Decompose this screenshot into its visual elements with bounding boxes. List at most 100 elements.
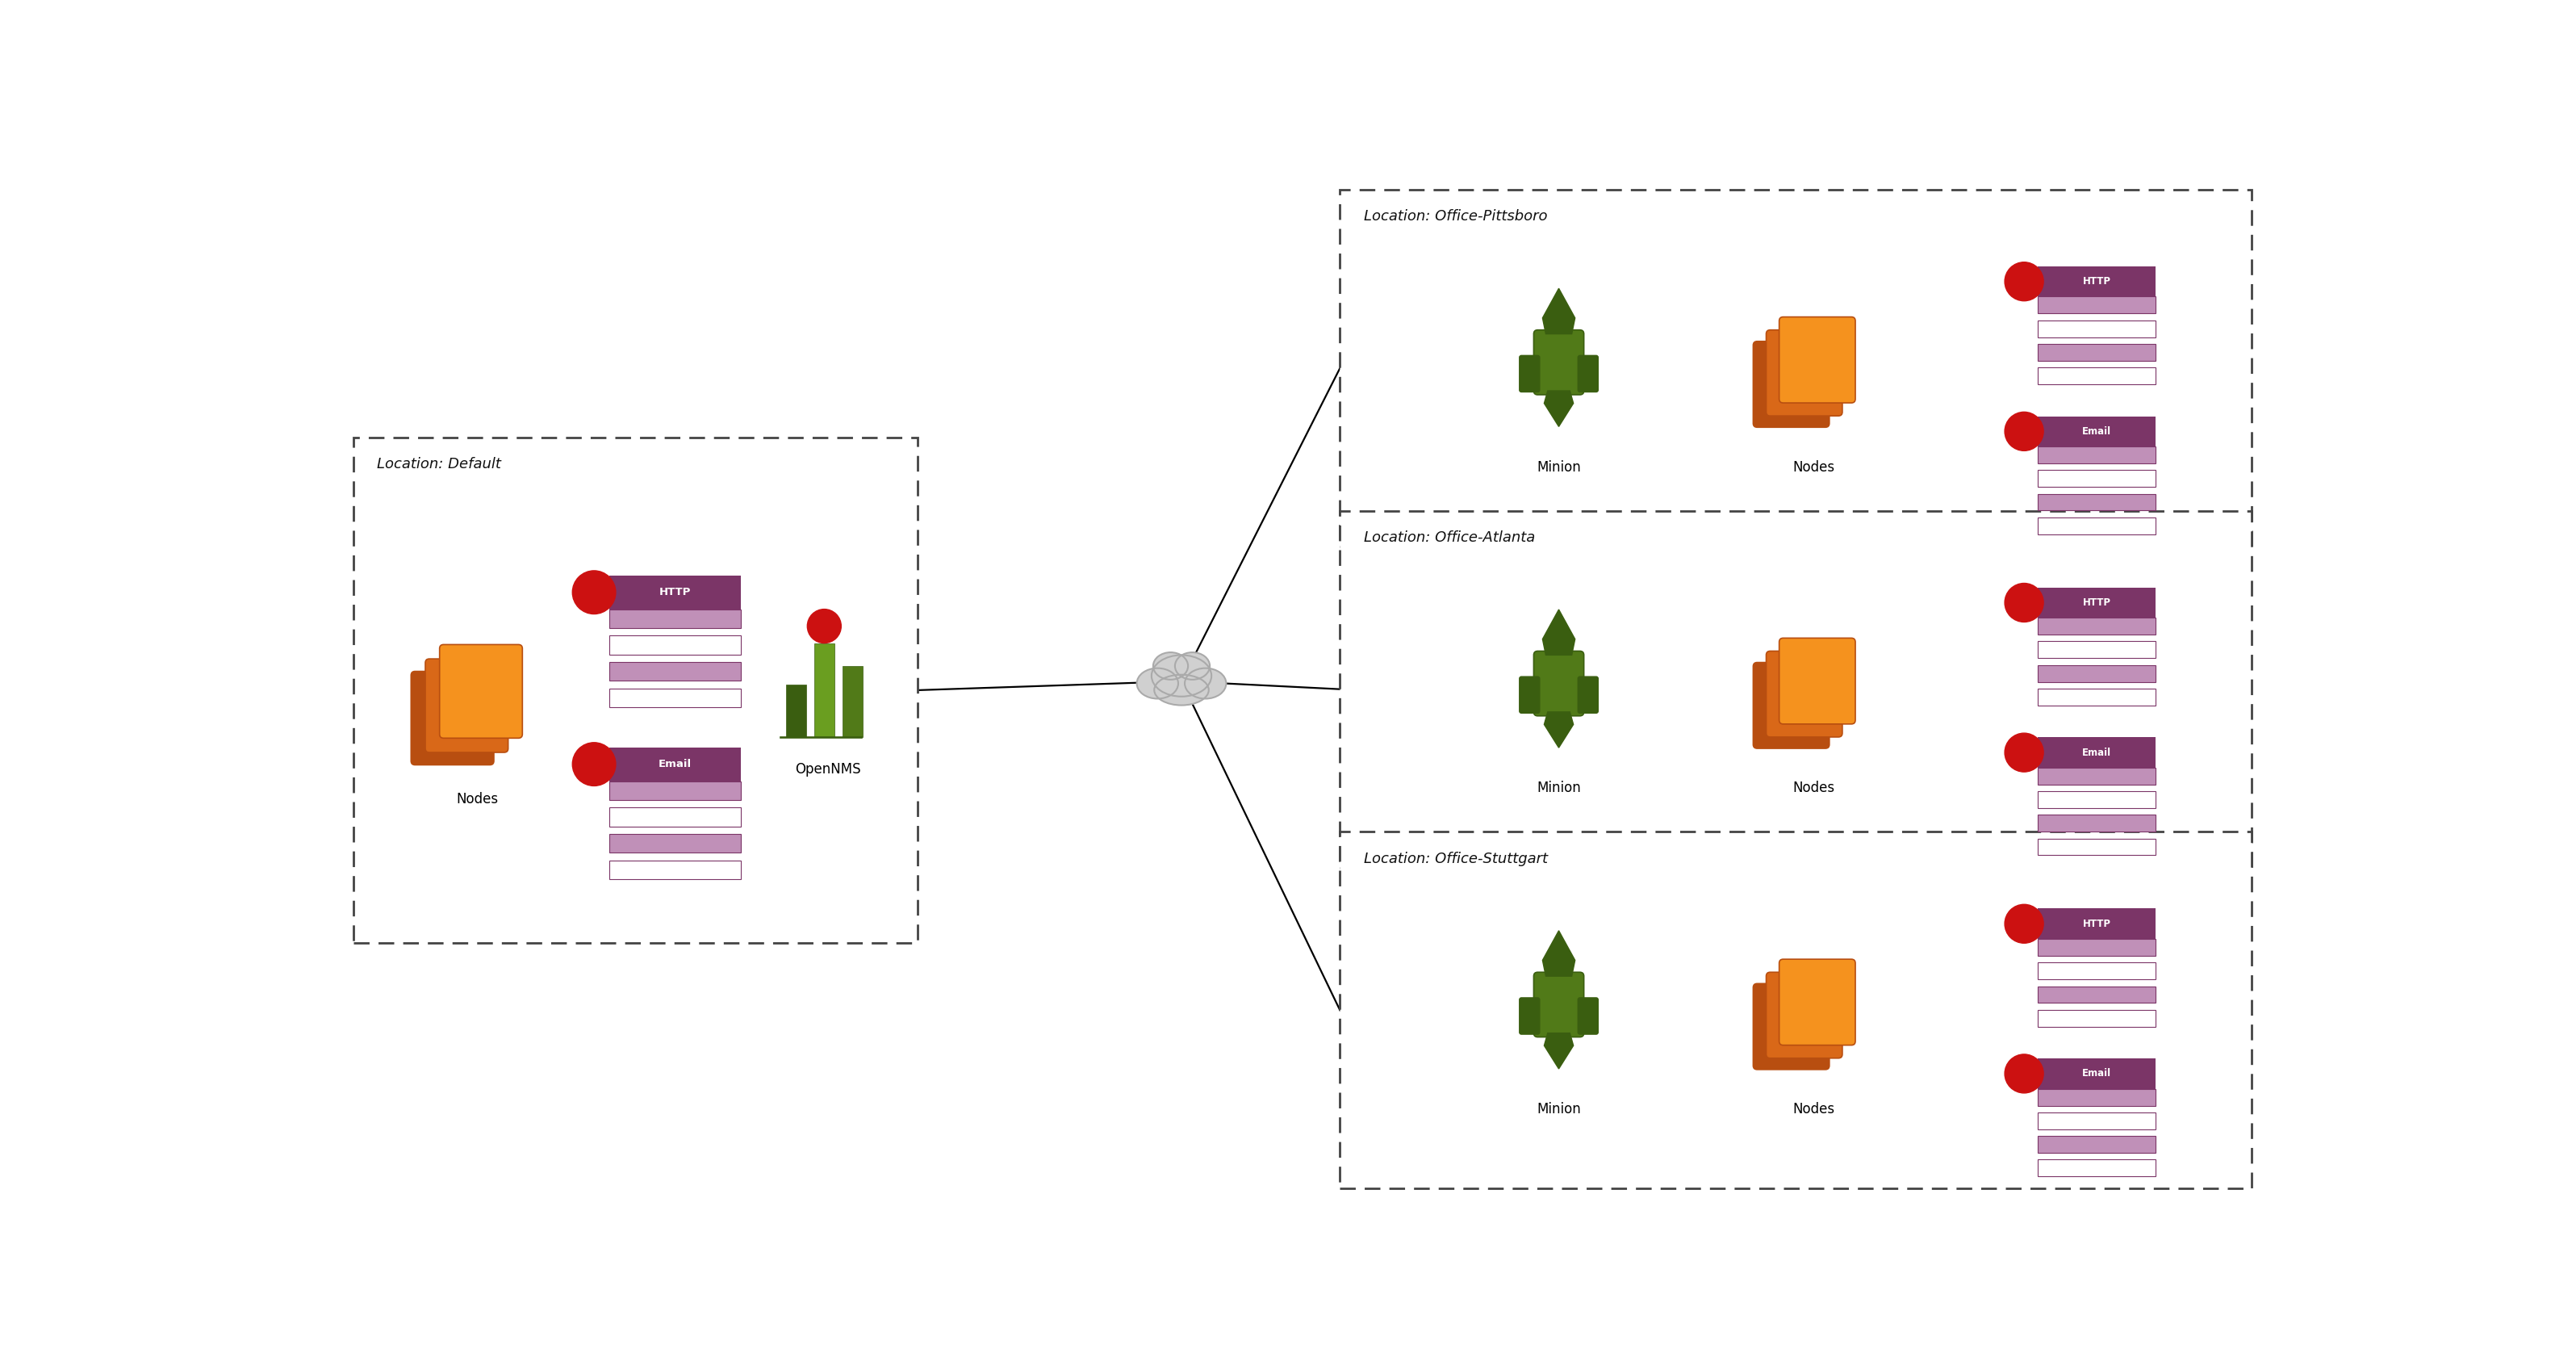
- FancyBboxPatch shape: [425, 658, 507, 753]
- Circle shape: [572, 571, 616, 614]
- Bar: [2038, 792, 2156, 808]
- Circle shape: [2004, 733, 2043, 772]
- Polygon shape: [1543, 289, 1574, 335]
- Polygon shape: [1543, 610, 1574, 656]
- Text: Nodes: Nodes: [1793, 1102, 1834, 1117]
- Text: Nodes: Nodes: [456, 792, 497, 807]
- Bar: [2038, 494, 2156, 510]
- Text: Minion: Minion: [1538, 460, 1582, 475]
- Text: Email: Email: [2081, 747, 2112, 758]
- Text: Location: Office-Stuttgart: Location: Office-Stuttgart: [1363, 851, 1548, 866]
- Bar: [2038, 939, 2156, 956]
- Ellipse shape: [1154, 653, 1188, 680]
- Text: Minion: Minion: [1538, 1102, 1582, 1117]
- Text: Nodes: Nodes: [1793, 781, 1834, 796]
- Bar: [608, 610, 742, 629]
- Circle shape: [2004, 262, 2043, 301]
- Bar: [2038, 963, 2156, 979]
- Bar: [2038, 297, 2156, 313]
- Bar: [608, 688, 742, 707]
- Bar: [2038, 1089, 2156, 1106]
- Bar: [2038, 344, 2156, 360]
- Bar: [2038, 738, 2156, 768]
- Bar: [1340, 832, 2251, 1188]
- Bar: [2038, 641, 2156, 658]
- Ellipse shape: [1154, 674, 1208, 706]
- Text: Email: Email: [2081, 1068, 2112, 1079]
- Bar: [1340, 511, 2251, 867]
- Bar: [786, 684, 806, 738]
- FancyBboxPatch shape: [1767, 331, 1842, 415]
- FancyBboxPatch shape: [1780, 959, 1855, 1045]
- Bar: [814, 643, 835, 738]
- Bar: [2038, 665, 2156, 681]
- FancyBboxPatch shape: [1767, 973, 1842, 1058]
- FancyBboxPatch shape: [1520, 677, 1540, 714]
- Bar: [842, 665, 863, 738]
- Text: Nodes: Nodes: [1793, 460, 1834, 475]
- Ellipse shape: [1151, 656, 1211, 696]
- Polygon shape: [1543, 1033, 1574, 1068]
- Bar: [608, 834, 742, 853]
- Bar: [2038, 1160, 2156, 1176]
- Circle shape: [806, 610, 842, 643]
- Circle shape: [572, 742, 616, 786]
- Ellipse shape: [1136, 668, 1177, 699]
- Bar: [608, 781, 742, 800]
- Circle shape: [2004, 583, 2043, 622]
- Bar: [2038, 1136, 2156, 1153]
- Text: Location: Default: Location: Default: [376, 457, 502, 472]
- Bar: [2038, 768, 2156, 785]
- FancyBboxPatch shape: [412, 672, 495, 765]
- Polygon shape: [1543, 712, 1574, 747]
- Bar: [608, 808, 742, 827]
- Circle shape: [2004, 1055, 2043, 1093]
- Text: Minion: Minion: [1538, 781, 1582, 796]
- Text: OpenNMS: OpenNMS: [793, 762, 860, 777]
- Ellipse shape: [1185, 668, 1226, 699]
- FancyBboxPatch shape: [1780, 317, 1855, 403]
- Bar: [2038, 909, 2156, 939]
- Bar: [608, 662, 742, 681]
- Bar: [2038, 517, 2156, 534]
- Circle shape: [2004, 904, 2043, 943]
- Bar: [2038, 986, 2156, 1002]
- Bar: [2038, 688, 2156, 706]
- Bar: [2038, 618, 2156, 634]
- Bar: [2038, 587, 2156, 618]
- FancyBboxPatch shape: [440, 645, 523, 738]
- Bar: [2038, 471, 2156, 487]
- Text: Email: Email: [2081, 426, 2112, 437]
- FancyBboxPatch shape: [1520, 998, 1540, 1035]
- Bar: [608, 861, 742, 880]
- FancyBboxPatch shape: [1579, 677, 1597, 714]
- Bar: [608, 635, 742, 654]
- Text: Location: Office-Pittsboro: Location: Office-Pittsboro: [1363, 209, 1548, 224]
- FancyBboxPatch shape: [1780, 638, 1855, 724]
- Bar: [2038, 1009, 2156, 1027]
- Bar: [2038, 839, 2156, 855]
- Bar: [2038, 1113, 2156, 1129]
- FancyBboxPatch shape: [1767, 652, 1842, 737]
- Bar: [608, 576, 742, 610]
- FancyBboxPatch shape: [1754, 662, 1829, 749]
- Bar: [353, 437, 917, 943]
- Bar: [2038, 417, 2156, 447]
- Text: Location: Office-Atlanta: Location: Office-Atlanta: [1363, 530, 1535, 545]
- Bar: [2038, 320, 2156, 337]
- Bar: [2038, 815, 2156, 832]
- FancyBboxPatch shape: [1754, 341, 1829, 428]
- FancyBboxPatch shape: [1754, 983, 1829, 1070]
- Bar: [2038, 1059, 2156, 1089]
- Circle shape: [2004, 411, 2043, 451]
- Ellipse shape: [1175, 653, 1211, 680]
- FancyBboxPatch shape: [1520, 356, 1540, 393]
- Polygon shape: [1543, 931, 1574, 977]
- Text: HTTP: HTTP: [659, 587, 690, 598]
- Polygon shape: [1543, 391, 1574, 426]
- FancyBboxPatch shape: [1579, 998, 1597, 1035]
- Text: HTTP: HTTP: [2081, 919, 2110, 929]
- FancyBboxPatch shape: [1533, 331, 1584, 395]
- Bar: [2038, 266, 2156, 297]
- Bar: [2038, 367, 2156, 384]
